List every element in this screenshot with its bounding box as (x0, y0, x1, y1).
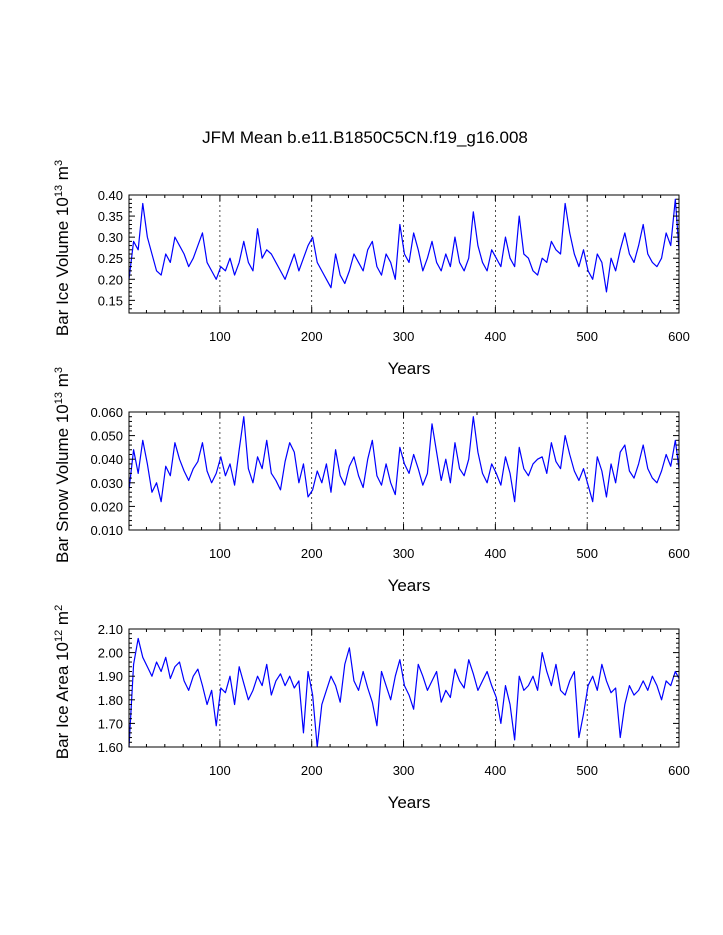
x-tick-label: 500 (576, 763, 598, 778)
panel-2: 100 200 300 400 500 600 0.010 0.020 0.030 0.040 0.… (53, 367, 690, 595)
y-tick-label: 0.050 (90, 429, 123, 444)
x-tick-label: 600 (668, 546, 690, 561)
y-tick-label: 0.20 (98, 272, 123, 287)
y-tick-label: 0.40 (98, 188, 123, 203)
series-line-3 (128, 637, 680, 748)
x-tick-label: 400 (485, 546, 507, 561)
y-tick-label: 0.35 (98, 209, 123, 224)
y-tick-label: 0.010 (90, 523, 123, 538)
series-line-2 (128, 416, 680, 503)
x-tick-label: 400 (485, 763, 507, 778)
y-axis-label: Bar Ice Volume 1013 m3 (53, 160, 72, 336)
y-tick-label: 0.25 (98, 251, 123, 266)
x-tick-label: 500 (576, 546, 598, 561)
y-tick-label: 0.15 (98, 293, 123, 308)
x-tick-label: 400 (485, 329, 507, 344)
panel-1: 100 200 300 400 500 600 0.15 0.20 0.25 0.30 0.35 0.… (53, 160, 690, 378)
x-axis-label: Years (388, 576, 431, 595)
chart-panels: 100 200 300 400 500 600 0.15 0.20 0.25 0.30 0.35 0.… (53, 160, 690, 812)
y-tick-label: 0.060 (90, 405, 123, 420)
x-tick-label: 300 (393, 546, 415, 561)
x-tick-label: 600 (668, 763, 690, 778)
x-tick-label: 300 (393, 329, 415, 344)
series-line-1 (128, 198, 680, 293)
x-tick-label: 200 (301, 763, 323, 778)
x-axis-label: Years (388, 359, 431, 378)
y-tick-label: 1.60 (98, 740, 123, 755)
y-axis-label: Bar Snow Volume 1013 m3 (53, 367, 72, 563)
x-tick-label: 300 (393, 763, 415, 778)
plot-frame (128, 411, 680, 531)
x-tick-label: 200 (301, 329, 323, 344)
x-tick-label: 500 (576, 329, 598, 344)
chart-title: JFM Mean b.e11.B1850C5CN.f19_g16.008 (202, 128, 528, 147)
y-tick-label: 0.030 (90, 476, 123, 491)
x-tick-label: 600 (668, 329, 690, 344)
panel-3: 100 200 300 400 500 600 1.60 1.70 1.80 1.90 2.00 2.… (53, 605, 690, 812)
x-axis-label: Years (388, 793, 431, 812)
y-tick-label: 1.80 (98, 693, 123, 708)
y-tick-label: 1.70 (98, 716, 123, 731)
y-axis-label: Bar Ice Area 1012 m2 (53, 605, 72, 759)
y-tick-label: 2.00 (98, 646, 123, 661)
y-tick-label: 0.020 (90, 499, 123, 514)
y-tick-label: 1.90 (98, 669, 123, 684)
y-tick-label: 0.040 (90, 452, 123, 467)
x-tick-label: 200 (301, 546, 323, 561)
y-tick-label: 2.10 (98, 622, 123, 637)
y-tick-label: 0.30 (98, 230, 123, 245)
x-tick-label: 100 (209, 546, 231, 561)
x-tick-label: 100 (209, 329, 231, 344)
x-tick-label: 100 (209, 763, 231, 778)
